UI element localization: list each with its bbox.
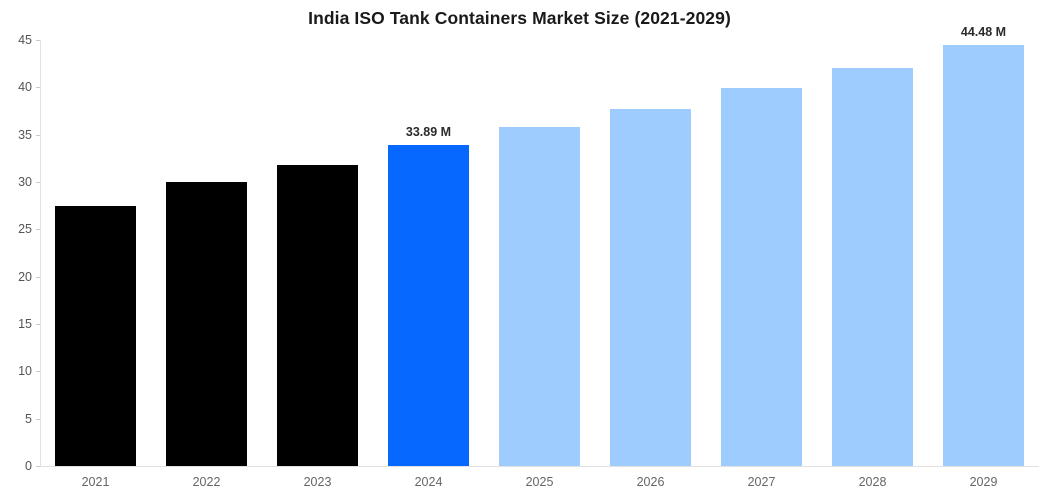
bar-2026[interactable] xyxy=(609,108,692,466)
y-axis-tick-mark xyxy=(36,40,40,41)
x-axis-tick-label: 2023 xyxy=(303,475,332,489)
y-axis-tick-label: 30 xyxy=(18,175,32,189)
x-axis-tick-label: 2021 xyxy=(81,475,110,489)
x-axis-tick-label: 2028 xyxy=(858,475,887,489)
x-axis-line xyxy=(40,466,1039,467)
bar-fill xyxy=(720,87,803,466)
y-axis-tick-label: 20 xyxy=(18,269,32,284)
y-axis-tick-mark xyxy=(36,418,40,420)
x-axis-tick-label: 2024 xyxy=(414,475,443,489)
bar-fill xyxy=(54,206,137,466)
y-axis-tick-label: 35 xyxy=(18,127,32,142)
y-axis-tick-label: 40 xyxy=(18,80,32,95)
bar-fill xyxy=(276,164,359,466)
bar-fill xyxy=(387,145,470,466)
y-axis-tick-mark xyxy=(36,466,40,467)
y-axis-tick-mark xyxy=(36,87,40,89)
x-axis-tick-label: 2029 xyxy=(969,475,998,489)
bar-2022[interactable] xyxy=(165,182,248,466)
y-axis-tick-mark xyxy=(36,276,40,278)
bar-2021[interactable] xyxy=(54,206,137,466)
y-axis-tick-label: 10 xyxy=(18,364,32,379)
bar-2023[interactable] xyxy=(276,164,359,466)
bar-2028[interactable] xyxy=(831,67,914,466)
bar-value-label-2029: 44.48 M xyxy=(960,24,1007,39)
y-axis-tick-label: 45 xyxy=(18,33,32,47)
chart-title: India ISO Tank Containers Market Size (2… xyxy=(308,8,731,28)
bar-2027[interactable] xyxy=(720,87,803,466)
x-axis-tick-label: 2026 xyxy=(636,475,665,489)
bar-value-label-2024: 33.89 M xyxy=(405,125,452,140)
bar-fill xyxy=(498,127,581,466)
bar-2029[interactable] xyxy=(942,44,1025,466)
x-axis-tick-label: 2027 xyxy=(747,475,776,489)
y-axis-tick-label: 15 xyxy=(18,317,32,331)
y-axis-line xyxy=(40,40,41,467)
y-axis-tick-mark xyxy=(36,324,40,325)
x-axis-tick-label: 2025 xyxy=(525,475,554,489)
y-axis-tick-label: 25 xyxy=(18,222,32,237)
bar-2024[interactable] xyxy=(387,145,470,466)
bar-fill xyxy=(609,108,692,466)
y-axis-tick-mark xyxy=(36,229,40,231)
x-axis-tick-label: 2022 xyxy=(192,475,221,489)
bar-2025[interactable] xyxy=(498,127,581,466)
y-axis-tick-label: 0 xyxy=(25,459,32,473)
y-axis-tick-mark xyxy=(36,371,40,373)
y-axis-tick-mark xyxy=(36,182,40,183)
bar-fill xyxy=(831,67,914,466)
y-axis-tick-label: 5 xyxy=(25,411,32,426)
y-axis-tick-mark xyxy=(36,134,40,136)
bar-fill xyxy=(165,182,248,466)
bar-fill xyxy=(942,44,1025,466)
